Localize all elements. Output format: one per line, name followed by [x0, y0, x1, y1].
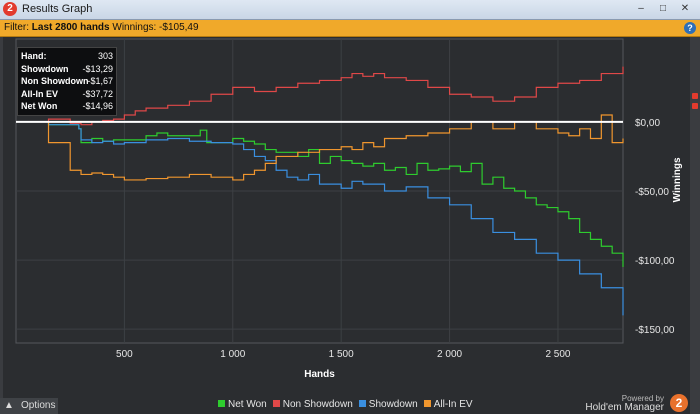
results-chart: 500 1 000 1 500 2 000 2 500 $0,00 -$50,00 -$100…	[15, 38, 683, 380]
legend-item: All-In EV	[423, 399, 473, 410]
brand-text: Powered by Hold'em Manager	[585, 394, 664, 413]
tooltip-value: -$13,29	[82, 63, 113, 74]
y-axis-label: Winnings	[672, 157, 683, 202]
tooltip-value: -$14,96	[82, 101, 113, 111]
legend-label: All-In EV	[433, 399, 473, 410]
legend-swatch	[358, 400, 366, 407]
x-tick-label: 2 000	[437, 349, 462, 360]
legend-label: Showdown	[368, 399, 418, 410]
x-tick-label: 2 500	[545, 349, 570, 360]
title-bar: 2 Results Graph – □ ✕	[0, 0, 700, 20]
tooltip-label: Non Showdown	[21, 76, 89, 86]
y-tick-label: -$100,00	[635, 256, 675, 267]
x-tick-label: 500	[116, 349, 133, 360]
legend-item: Showdown	[358, 399, 418, 410]
x-tick-label: 1 500	[329, 349, 354, 360]
tooltip-value: -$37,72	[82, 88, 113, 99]
tooltip-label: All-In EV	[21, 88, 59, 99]
tooltip-value: -$1,67	[87, 76, 113, 86]
hand-tooltip: Hand: 303 Showdown -$13,29 Non Showdown -$1,6…	[17, 47, 117, 116]
legend-swatch	[272, 400, 280, 407]
legend-swatch	[423, 400, 431, 407]
window-title: Results Graph	[22, 3, 93, 15]
legend-swatch	[218, 400, 225, 407]
tooltip-row: Hand: 303	[21, 51, 113, 63]
marker-icon	[692, 103, 698, 109]
chevron-up-icon: ▲	[4, 400, 14, 411]
app-logo-icon: 2	[3, 2, 17, 16]
tooltip-label: Net Won	[21, 101, 58, 111]
brand-logo-icon: 2	[670, 394, 688, 412]
filter-label: Filter:	[4, 22, 29, 33]
y-tick-label: $0,00	[635, 118, 660, 129]
series-line	[16, 66, 624, 126]
right-edge	[690, 37, 700, 414]
tooltip-row: All-In EV -$37,72	[21, 89, 113, 101]
help-icon[interactable]: ?	[684, 22, 696, 34]
left-edge	[0, 37, 3, 414]
tooltip-label: Hand:	[21, 51, 47, 61]
tooltip-value: 303	[97, 51, 113, 61]
filter-bar: Filter: Last 2800 hands Winnings: -$105,…	[0, 20, 700, 37]
options-toggle[interactable]: ▲ Options	[0, 398, 58, 414]
tooltip-label: Showdown	[21, 63, 69, 74]
x-tick-label: 1 000	[220, 349, 245, 360]
legend-label: Net Won	[228, 399, 267, 410]
legend-label: Non Showdown	[282, 399, 353, 410]
brand-name: Hold'em Manager	[585, 402, 664, 413]
legend-item: Non Showdown	[272, 399, 353, 410]
filter-summary: Filter: Last 2800 hands Winnings: -$105,…	[4, 20, 199, 36]
marker-icon	[692, 93, 698, 99]
chart-legend: Net Won Non Showdown Showdown All-In EV	[218, 399, 479, 410]
filter-hands: Last 2800 hands	[31, 22, 110, 33]
tooltip-row: Non Showdown -$1,67	[21, 76, 113, 88]
series-line	[16, 114, 624, 181]
legend-item: Net Won	[218, 399, 267, 410]
x-axis-label: Hands	[304, 369, 335, 380]
options-label: Options	[21, 400, 56, 411]
powered-by: Powered by	[621, 394, 664, 403]
close-icon[interactable]: ✕	[680, 3, 690, 14]
y-tick-label: -$150,00	[635, 325, 675, 336]
tooltip-row: Net Won -$14,96	[21, 101, 113, 113]
minimize-icon[interactable]: –	[638, 3, 644, 14]
series-line	[16, 121, 624, 267]
series-line	[16, 121, 624, 316]
maximize-icon[interactable]: □	[659, 3, 667, 14]
y-tick-label: -$50,00	[635, 187, 669, 198]
filter-winnings: Winnings: -$105,49	[112, 22, 199, 33]
tooltip-row: Showdown -$13,29	[21, 64, 113, 76]
